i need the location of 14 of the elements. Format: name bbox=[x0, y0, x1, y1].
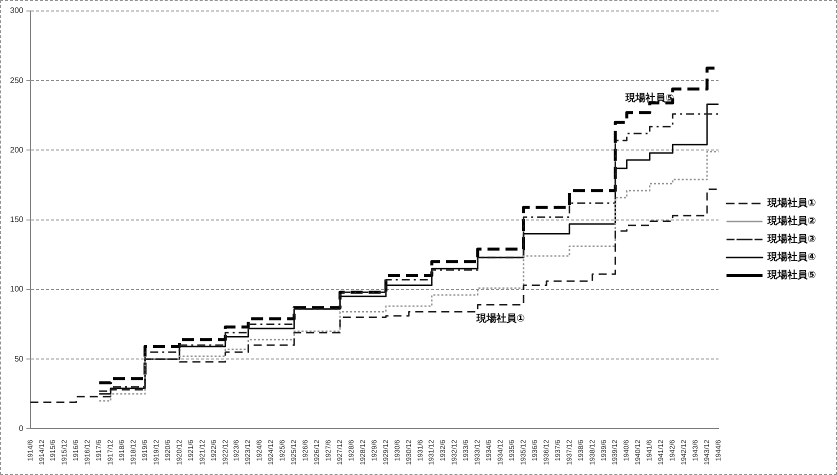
y-tick-label: 0 bbox=[18, 424, 24, 433]
legend-label: 現場社員⑤ bbox=[766, 269, 816, 282]
legend-label: 現場社員④ bbox=[766, 251, 816, 264]
y-tick-label: 200 bbox=[10, 145, 24, 154]
legend-label: 現場社員① bbox=[766, 197, 816, 210]
y-tick-label: 250 bbox=[10, 76, 24, 85]
legend-label: 現場社員② bbox=[766, 215, 816, 228]
annotation: 現場社員① bbox=[475, 312, 525, 324]
legend-label: 現場社員③ bbox=[766, 233, 816, 246]
y-tick-label: 50 bbox=[14, 354, 24, 364]
y-tick-label: 150 bbox=[10, 215, 24, 224]
annotation: 現場社員⑤ bbox=[624, 92, 674, 104]
y-tick-label: 100 bbox=[10, 284, 24, 294]
y-tick-label: 300 bbox=[10, 6, 24, 16]
